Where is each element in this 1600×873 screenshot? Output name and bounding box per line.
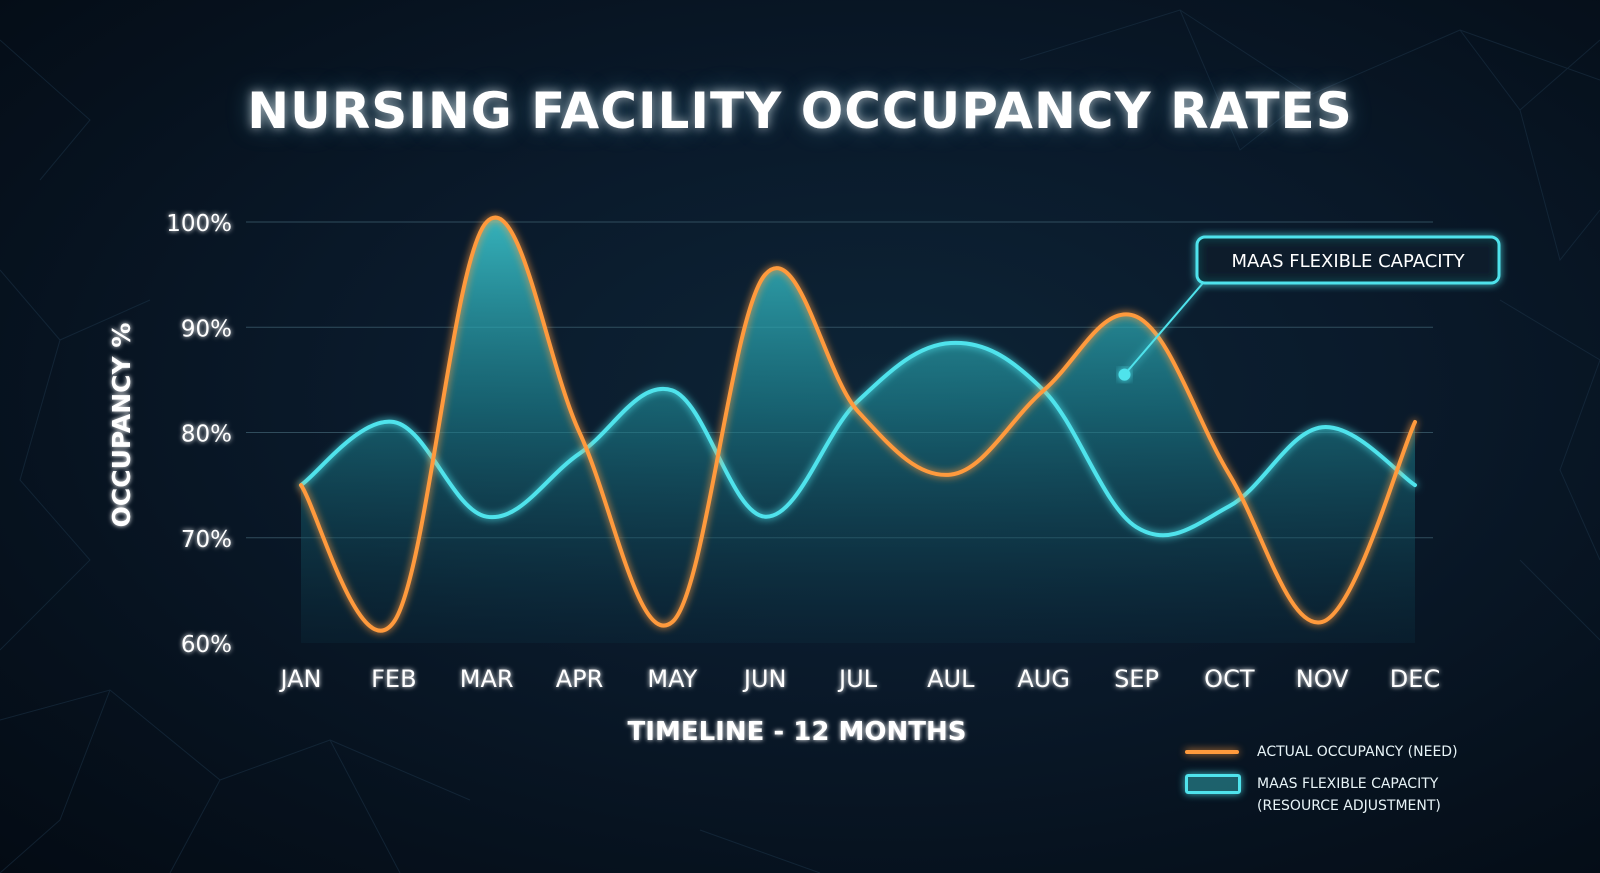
legend-item-capacity: MAAS FLEXIBLE CAPACITY (RESOURCE ADJUSTM… bbox=[1185, 774, 1585, 820]
x-tick-label: JUN bbox=[742, 665, 787, 693]
x-tick-label: AUL bbox=[927, 665, 975, 693]
legend-label-capacity-line1: MAAS FLEXIBLE CAPACITY bbox=[1257, 776, 1439, 792]
legend-label-capacity-line2: (RESOURCE ADJUSTMENT) bbox=[1257, 798, 1441, 814]
legend-item-actual: ACTUAL OCCUPANCY (NEED) bbox=[1185, 742, 1585, 774]
x-tick-label: NOV bbox=[1296, 665, 1349, 693]
x-tick-label: DEC bbox=[1390, 665, 1440, 693]
x-tick-label: JAN bbox=[278, 665, 321, 693]
actual-occupancy-line bbox=[299, 215, 1417, 633]
x-tick-label: JUL bbox=[837, 665, 878, 693]
annotation-label: MAAS FLEXIBLE CAPACITY bbox=[1231, 251, 1465, 272]
capacity-line bbox=[299, 340, 1417, 538]
x-tick-label: OCT bbox=[1204, 665, 1255, 693]
annotation-dot bbox=[1118, 368, 1131, 381]
chart-title: NURSING FACILITY OCCUPANCY RATES bbox=[247, 82, 1353, 140]
x-tick-label: AUG bbox=[1017, 665, 1070, 693]
annotation-box bbox=[1195, 235, 1501, 285]
x-tick-label: APR bbox=[556, 665, 604, 693]
legend-swatch-actual bbox=[1185, 750, 1239, 754]
x-tick-label: SEP bbox=[1114, 665, 1159, 693]
legend-label-actual: ACTUAL OCCUPANCY (NEED) bbox=[1257, 744, 1458, 760]
legend-swatch-capacity bbox=[1185, 774, 1241, 794]
y-tick-label: 80% bbox=[181, 422, 232, 448]
x-tick-label: MAY bbox=[647, 665, 697, 693]
y-tick-label: 60% bbox=[181, 632, 232, 658]
x-axis-label: TIMELINE - 12 MONTHS bbox=[628, 717, 967, 747]
y-tick-label: 100% bbox=[166, 211, 232, 237]
y-tick-label: 70% bbox=[181, 527, 232, 553]
y-tick-label: 90% bbox=[181, 316, 232, 342]
legend: ACTUAL OCCUPANCY (NEED) MAAS FLEXIBLE CA… bbox=[1185, 742, 1585, 820]
x-tick-label: MAR bbox=[460, 665, 514, 693]
y-axis-label: OCCUPANCY % bbox=[107, 323, 136, 528]
annotation-leader-line bbox=[1123, 282, 1204, 376]
x-tick-label: FEB bbox=[371, 665, 416, 693]
